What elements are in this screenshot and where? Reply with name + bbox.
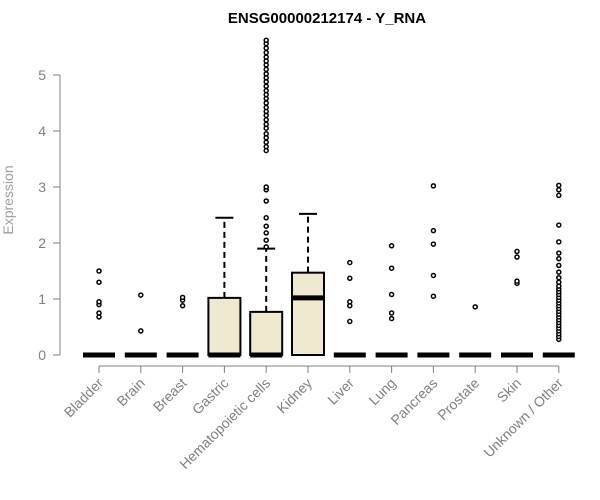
x-tick-label: Breast [150,375,190,415]
outlier-point [430,293,437,299]
outlier-point [556,182,562,189]
x-tick-label: Skin [494,375,525,406]
outlier-point [263,71,269,77]
outlier-point [472,304,478,310]
outlier-point [430,183,437,189]
box-group [291,212,325,356]
x-tick-label: Bladder [61,375,107,421]
outlier-point [514,254,520,260]
box-body [207,296,242,357]
outlier-point [96,299,102,305]
box-group [375,243,408,358]
outlier-point [263,215,269,221]
outlier-point [96,310,102,316]
outlier-point [263,198,269,204]
outlier-point [347,259,353,266]
outlier-point [179,294,186,301]
outlier-point [263,66,269,73]
outlier-point [556,250,562,256]
outlier-point [96,279,102,285]
outlier-point [179,302,186,309]
outlier-point [263,184,269,190]
outlier-point [263,143,269,150]
outlier-point [347,275,353,282]
box-body [291,271,325,356]
outlier-point [138,292,144,298]
outlier-point [388,315,395,322]
outlier-point [263,139,269,145]
outlier-point [556,269,562,275]
outlier-point [430,272,437,279]
outlier-point [556,255,562,262]
outlier-point [388,243,395,249]
outlier-point [388,310,395,316]
box-body [249,310,284,357]
x-tick-label: Prostate [434,375,482,423]
outlier-point [263,121,269,128]
outlier-point [263,104,269,111]
box-series [83,37,575,358]
box-group [333,259,366,358]
y-tick-label: 1 [38,291,46,307]
box-group [501,248,533,358]
outlier-point [388,265,395,271]
outlier-point [347,318,353,325]
x-tick-label: Kidney [274,375,316,417]
box-group [542,182,575,358]
outlier-point [556,222,562,228]
outlier-point [263,87,269,94]
y-tick-label: 0 [38,347,46,363]
outlier-point [263,230,269,236]
outlier-point [556,279,562,285]
outlier-point [263,45,269,51]
y-tick-label: 3 [38,179,46,195]
y-axis: 0 1 2 3 4 5 [38,67,61,363]
outlier-point [514,278,520,284]
chart-title: ENSG00000212174 - Y_RNA [228,10,426,27]
outlier-point [263,100,269,106]
outlier-point [556,262,562,269]
outlier-point [514,248,520,255]
outlier-point [96,268,102,274]
outlier-point [263,54,269,60]
outlier-point [263,244,269,250]
outlier-point [556,239,562,245]
outlier-point [556,274,562,281]
outlier-point [263,237,269,243]
outlier-point [263,117,269,123]
outlier-point [263,37,269,44]
x-tick-label: Lung [365,375,398,408]
outlier-point [263,223,269,229]
y-tick-label: 5 [38,67,46,83]
outlier-point [556,192,562,199]
outlier-point [347,299,353,305]
outlier-point [263,131,269,137]
x-tick-label: Liver [324,375,357,408]
box-group [417,183,450,358]
outlier-point [263,83,269,89]
x-tick-label: Brain [113,375,147,409]
y-tick-label: 2 [38,235,46,251]
box-group [124,292,157,358]
x-tick-label: Unknown / Other [480,375,566,461]
outlier-point [556,187,562,193]
outlier-point [388,291,395,298]
outlier-point [263,49,269,56]
y-tick-label: 4 [38,123,46,139]
box-group [166,294,199,358]
box-group [83,268,115,358]
box-group [207,216,242,358]
y-axis-title: Expression [0,165,16,234]
outlier-point [138,328,144,334]
box-group [249,37,284,358]
outlier-point [430,227,437,234]
outlier-point [430,241,437,247]
box-group [459,304,492,358]
